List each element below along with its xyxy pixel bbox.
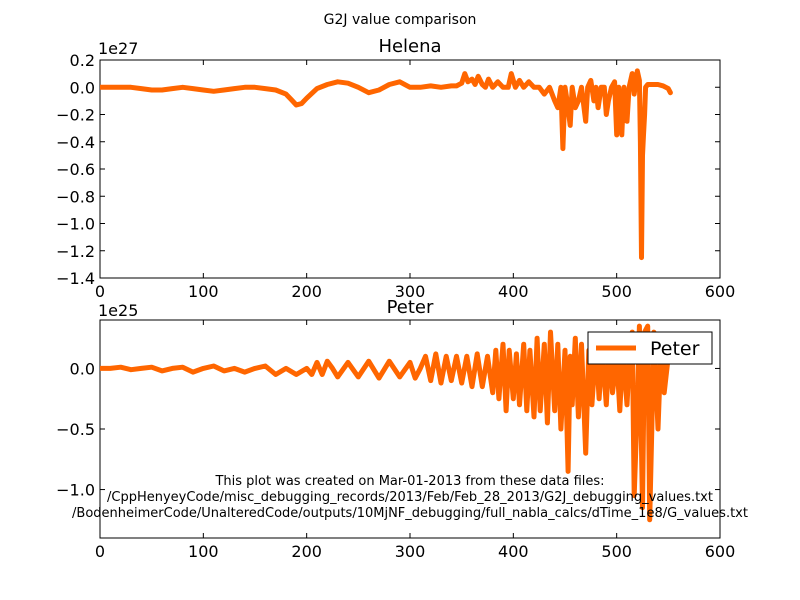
- y-tick-label: 0.0: [70, 78, 95, 97]
- x-tick-label: 300: [395, 542, 426, 561]
- y-tick-label: −1.0: [56, 481, 95, 500]
- footnote-line-1: This plot was created on Mar-01-2013 fro…: [214, 474, 604, 489]
- helena-series: [100, 68, 673, 261]
- peter-axes: Peter 1e25 0 100 200 300 400 500 600 0.0 −0.5 −1.…: [56, 297, 748, 561]
- helena-ticks: 0 100 200 300 400 500 600 0.2 0.0 −0.2 −0.4 −0.6 −0.…: [56, 51, 735, 301]
- x-tick-label: 300: [395, 282, 426, 301]
- x-tick-label: 100: [188, 542, 219, 561]
- helena-axes: Helena 1e27 0 100 200 300 400 500 600 0.2 0.0 −0.…: [56, 36, 735, 301]
- x-tick-label: 400: [498, 282, 529, 301]
- peter-title: Peter: [387, 297, 434, 318]
- legend: Peter: [587, 331, 713, 365]
- x-tick-label: 600: [705, 542, 736, 561]
- x-tick-label: 0: [95, 282, 105, 301]
- x-tick-label: 600: [705, 282, 736, 301]
- legend-label: Peter: [650, 338, 700, 360]
- peter-series-line: [100, 323, 671, 523]
- figure-title: G2J value comparison: [324, 12, 477, 28]
- y-tick-label: −0.5: [56, 420, 95, 439]
- x-tick-label: 500: [601, 282, 632, 301]
- x-tick-label: 500: [601, 542, 632, 561]
- helena-series-line: [100, 68, 673, 261]
- y-tick-label: −0.6: [56, 160, 95, 179]
- helena-y-offset-label: 1e27: [98, 39, 138, 58]
- peter-series: [100, 323, 671, 523]
- y-tick-label: −0.8: [56, 187, 95, 206]
- x-tick-label: 0: [95, 542, 105, 561]
- y-tick-label: −1.2: [56, 242, 95, 261]
- y-tick-label: 0.2: [70, 51, 95, 70]
- y-tick-label: −0.4: [56, 133, 95, 152]
- x-tick-label: 100: [188, 282, 219, 301]
- footnote-line-2: /CppHenyeyCode/misc_debugging_records/20…: [107, 490, 713, 505]
- y-tick-label: −1.0: [56, 215, 95, 234]
- x-tick-label: 200: [291, 542, 322, 561]
- peter-y-offset-label: 1e25: [98, 301, 138, 320]
- x-tick-label: 400: [498, 542, 529, 561]
- peter-ticks: 0 100 200 300 400 500 600 0.0 −0.5 −1.0: [56, 320, 735, 561]
- helena-title: Helena: [378, 36, 441, 57]
- y-tick-label: 0.0: [70, 359, 95, 378]
- footnote-line-3: /BodenheimerCode/UnalteredCode/outputs/1…: [72, 506, 748, 521]
- y-tick-label: −0.2: [56, 106, 95, 125]
- y-tick-label: −1.4: [56, 269, 95, 288]
- x-tick-label: 200: [291, 282, 322, 301]
